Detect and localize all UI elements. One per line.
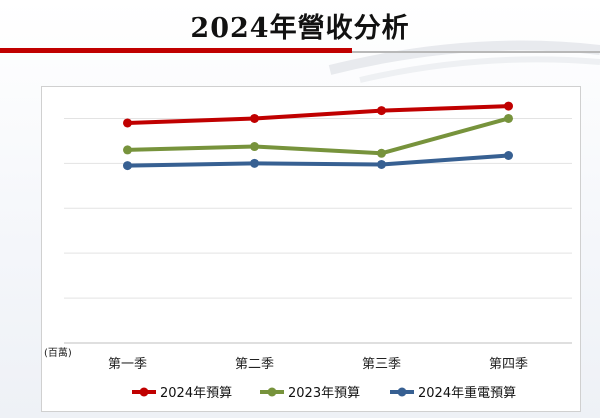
- series-line: [127, 116, 510, 156]
- x-tick-label: 第一季: [108, 357, 147, 372]
- title-underline-red: [0, 48, 352, 53]
- title-underline-gray: [352, 51, 600, 53]
- legend-swatch-marker: [267, 387, 277, 397]
- x-tick-label: 第二季: [235, 357, 274, 372]
- data-point: [250, 113, 259, 123]
- series-line: [127, 153, 509, 168]
- header-swoosh: [328, 40, 600, 83]
- data-point: [504, 101, 513, 111]
- unit-label: (百萬): [44, 346, 72, 359]
- data-point: [250, 158, 259, 168]
- data-point: [377, 159, 386, 169]
- legend-label: 2023年預算: [288, 386, 360, 401]
- data-point: [504, 151, 513, 161]
- legend-swatch-marker: [139, 387, 149, 397]
- data-point: [377, 148, 386, 158]
- series-line: [127, 104, 509, 125]
- data-point: [123, 161, 132, 171]
- x-tick-label: 第四季: [489, 357, 528, 372]
- chart-area: (百萬) 第一季 第二季 第三季 第四季 2024年預算 2023年預算 2024年重電預算: [41, 86, 581, 412]
- x-tick-label: 第三季: [362, 357, 401, 372]
- slide-title: 2024年營收分析: [190, 13, 410, 44]
- legend-label: 2024年預算: [160, 386, 232, 401]
- legend-label: 2024年重電預算: [418, 385, 516, 401]
- data-point: [504, 113, 513, 123]
- line-chart: (百萬) 第一季 第二季 第三季 第四季 2024年預算 2023年預算 2024年重電預算: [44, 101, 572, 401]
- data-point: [250, 142, 259, 152]
- legend-swatch-marker: [397, 387, 407, 397]
- data-point: [123, 145, 132, 155]
- data-point: [123, 118, 132, 128]
- data-point: [377, 106, 386, 116]
